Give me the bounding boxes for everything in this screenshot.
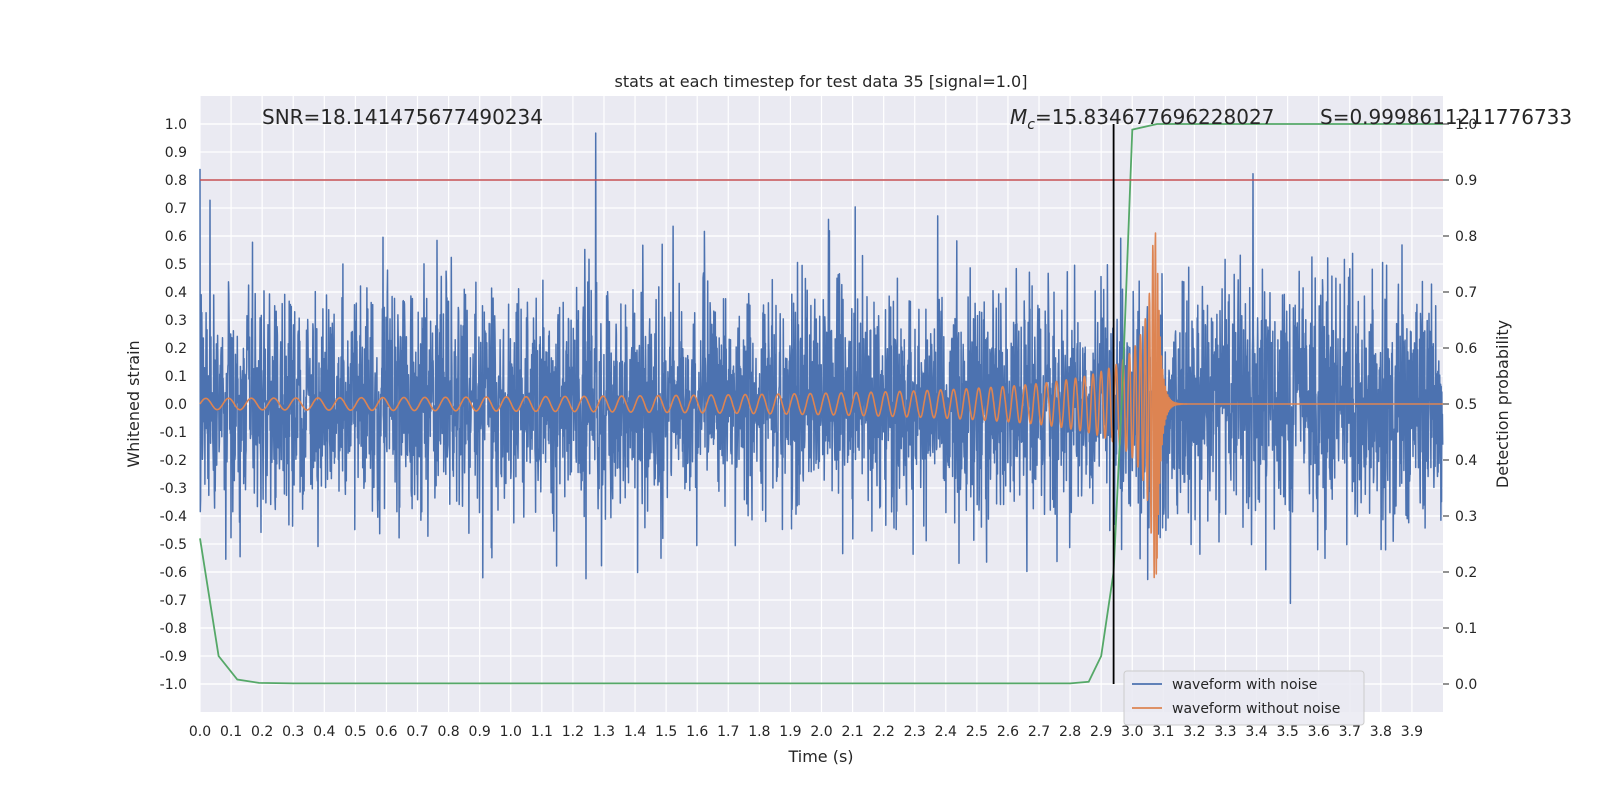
x-axis: 0.0 0.1 0.2 0.3 0.4 0.5 0.6 0.7 0.8 0.9 1.0 1.1 1.2 1…	[189, 724, 1423, 740]
y-tick-label-left: 0.9	[165, 145, 187, 161]
y-tick-label-left: -1.0	[160, 677, 187, 693]
y-axis-right: 1.0 0.9 0.8 0.7 0.6 0.5 0.4 0.3 0.2 0.1 0.0	[1443, 117, 1477, 693]
x-tick-label: 2.3	[904, 724, 926, 740]
x-tick-label: 2.0	[810, 724, 832, 740]
noise-waveform-line	[199, 132, 1444, 605]
x-tick-label: 2.9	[1090, 724, 1112, 740]
y-tick-label-right: 0.5	[1455, 397, 1477, 413]
series-layer	[199, 123, 1444, 685]
y-tick-label-left: -0.6	[160, 565, 187, 581]
x-tick-label: 3.7	[1339, 724, 1361, 740]
legend-box	[1123, 670, 1365, 726]
y-tick-label-left: -0.4	[160, 509, 187, 525]
y-tick-label-left: 0.1	[165, 369, 187, 385]
y-tick-label-left: -0.7	[160, 593, 187, 609]
y-tick-label-left: -0.8	[160, 621, 187, 637]
y-tick-label-right: 0.7	[1455, 285, 1477, 301]
x-tick-label: 0.6	[375, 724, 397, 740]
y-tick-label-right: 0.8	[1455, 229, 1477, 245]
y-tick-label-left: -0.9	[160, 649, 187, 665]
y-tick-label-right: 0.9	[1455, 173, 1477, 189]
y-tick-label-left: 0.0	[165, 397, 187, 413]
y-tick-label-left: 1.0	[165, 117, 187, 133]
y-tick-label-left: 0.2	[165, 341, 187, 357]
x-tick-label: 1.3	[593, 724, 615, 740]
x-tick-label: 3.2	[1183, 724, 1205, 740]
x-tick-label: 2.7	[1028, 724, 1050, 740]
chirp-mass-subscript: c	[1027, 117, 1035, 133]
detection-stat-annotation: S=0.9998611211776733	[1320, 105, 1572, 129]
x-tick-label: 3.9	[1401, 724, 1423, 740]
clean-waveform-line	[199, 232, 1444, 579]
y-tick-label-right: 0.0	[1455, 677, 1477, 693]
overlay-layer	[200, 124, 1443, 684]
chirp-mass-value: =15.834677696228027	[1035, 105, 1274, 129]
y-tick-label-left: 0.3	[165, 313, 187, 329]
chart-title: stats at each timestep for test data 35 …	[615, 72, 1028, 91]
y-tick-label-left: 0.6	[165, 229, 187, 245]
x-tick-label: 0.7	[406, 724, 428, 740]
x-tick-label: 0.4	[313, 724, 335, 740]
y-axis-right-label: Detection probability	[1493, 320, 1512, 488]
x-tick-label: 2.1	[841, 724, 863, 740]
x-tick-label: 2.4	[935, 724, 957, 740]
y-tick-label-right: 0.3	[1455, 509, 1477, 525]
x-tick-label: 1.4	[624, 724, 646, 740]
legend: waveform with noise waveform without noi…	[1123, 670, 1365, 726]
y-tick-label-right: 1.0	[1455, 117, 1477, 133]
y-tick-label-left: 0.4	[165, 285, 187, 301]
x-tick-label: 3.8	[1370, 724, 1392, 740]
y-tick-label-left: 0.7	[165, 201, 187, 217]
y-tick-label-right: 0.2	[1455, 565, 1477, 581]
snr-annotation: SNR=18.141475677490234	[262, 105, 543, 129]
x-tick-label: 3.5	[1276, 724, 1298, 740]
y-tick-label-left: 0.8	[165, 173, 187, 189]
x-tick-label: 3.4	[1245, 724, 1267, 740]
x-tick-label: 3.0	[1121, 724, 1143, 740]
x-tick-label: 1.2	[562, 724, 584, 740]
x-tick-label: 2.6	[997, 724, 1019, 740]
x-tick-label: 2.8	[1059, 724, 1081, 740]
x-tick-label: 0.8	[437, 724, 459, 740]
y-tick-label-right: 0.1	[1455, 621, 1477, 637]
x-tick-label: 0.0	[189, 724, 211, 740]
x-axis-label: Time (s)	[787, 747, 853, 766]
x-tick-label: 1.6	[686, 724, 708, 740]
x-tick-label: 1.9	[779, 724, 801, 740]
y-axis-left-label: Whitened strain	[124, 340, 143, 467]
x-tick-label: 0.1	[220, 724, 242, 740]
y-axis-left: 1.0 0.9 0.8 0.7 0.6 0.5 0.4 0.3 0.2 0.1 0.0 -0.1 -0.…	[160, 117, 187, 693]
chirp-mass-symbol: M	[1010, 105, 1027, 129]
y-tick-label-left: 0.5	[165, 257, 187, 273]
y-tick-label-right: 0.4	[1455, 453, 1477, 469]
x-tick-label: 0.2	[251, 724, 273, 740]
x-tick-label: 3.3	[1214, 724, 1236, 740]
x-tick-label: 2.5	[966, 724, 988, 740]
legend-label-clean: waveform without noise	[1172, 701, 1340, 717]
x-tick-label: 3.6	[1308, 724, 1330, 740]
x-tick-label: 1.1	[531, 724, 553, 740]
chirp-mass-annotation: Mc=15.834677696228027	[1010, 105, 1274, 133]
detection-probability-line	[199, 123, 1443, 685]
x-tick-label: 1.8	[748, 724, 770, 740]
legend-label-noise: waveform with noise	[1172, 677, 1317, 693]
y-tick-label-left: -0.2	[160, 453, 187, 469]
x-tick-label: 1.0	[500, 724, 522, 740]
y-tick-label-left: -0.3	[160, 481, 187, 497]
x-tick-label: 2.2	[873, 724, 895, 740]
x-tick-label: 3.1	[1152, 724, 1174, 740]
x-tick-label: 1.7	[717, 724, 739, 740]
x-tick-label: 0.5	[344, 724, 366, 740]
y-tick-label-left: -0.5	[160, 537, 187, 553]
y-tick-label-left: -0.1	[160, 425, 187, 441]
x-tick-label: 0.3	[282, 724, 304, 740]
y-tick-label-right: 0.6	[1455, 341, 1477, 357]
x-tick-label: 0.9	[469, 724, 491, 740]
x-tick-label: 1.5	[655, 724, 677, 740]
